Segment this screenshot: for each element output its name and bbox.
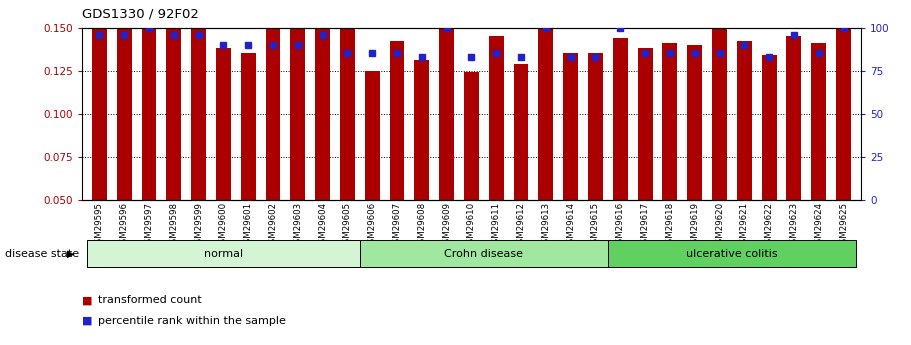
Bar (786, 36, 802, 200)
Text: GSM29600: GSM29600 (219, 202, 228, 249)
Bar (191, 0, 206, 200)
Text: GDS1330 / 92F02: GDS1330 / 92F02 (82, 8, 199, 21)
Text: GSM29624: GSM29624 (814, 202, 824, 249)
Text: GSM29602: GSM29602 (269, 202, 278, 249)
Text: GSM29621: GSM29621 (740, 202, 749, 249)
Bar (415, 60, 429, 200)
Text: GSM29609: GSM29609 (442, 202, 451, 249)
Bar (390, 41, 404, 200)
Bar (216, 48, 230, 200)
Text: GSM29620: GSM29620 (715, 202, 724, 249)
Text: ■: ■ (82, 316, 96, 326)
Text: transformed count: transformed count (98, 295, 202, 305)
Text: GSM29611: GSM29611 (492, 202, 501, 249)
Bar (489, 36, 504, 200)
Bar (315, 0, 330, 200)
Text: ulcerative colitis: ulcerative colitis (686, 249, 778, 258)
Text: GSM29622: GSM29622 (764, 202, 773, 249)
Text: GSM29619: GSM29619 (691, 202, 700, 249)
Bar (762, 55, 776, 200)
Text: normal: normal (204, 249, 243, 258)
Text: GSM29606: GSM29606 (368, 202, 377, 249)
Text: GSM29614: GSM29614 (566, 202, 575, 249)
Text: ■: ■ (82, 295, 96, 305)
Bar (241, 53, 256, 200)
Text: disease state: disease state (5, 249, 78, 258)
Bar (638, 48, 652, 200)
Text: GSM29596: GSM29596 (119, 202, 128, 249)
Text: GSM29615: GSM29615 (591, 202, 600, 249)
Text: GSM29617: GSM29617 (640, 202, 650, 249)
Bar (588, 53, 603, 200)
Text: GSM29625: GSM29625 (839, 202, 848, 249)
Text: ▶: ▶ (67, 249, 75, 258)
Bar (291, 26, 305, 200)
Bar (167, 14, 181, 200)
Bar (712, 22, 727, 200)
Text: GSM29623: GSM29623 (790, 202, 798, 249)
Bar (514, 64, 528, 200)
Bar (117, 28, 131, 200)
Text: GSM29610: GSM29610 (467, 202, 476, 249)
Bar (340, 0, 355, 200)
Bar (836, 28, 851, 200)
Text: GSM29605: GSM29605 (343, 202, 352, 249)
Bar (464, 72, 479, 200)
Text: GSM29598: GSM29598 (169, 202, 179, 249)
Bar (737, 41, 752, 200)
Bar (812, 43, 826, 200)
Bar (662, 43, 678, 200)
Text: GSM29603: GSM29603 (293, 202, 302, 249)
Bar (364, 71, 380, 200)
Bar (265, 28, 281, 200)
Bar (360, 240, 608, 267)
Text: GSM29601: GSM29601 (243, 202, 252, 249)
Bar (141, 0, 157, 200)
Text: GSM29595: GSM29595 (95, 202, 104, 249)
Text: GSM29613: GSM29613 (541, 202, 550, 249)
Bar (92, 5, 107, 200)
Text: GSM29618: GSM29618 (665, 202, 674, 249)
Text: GSM29612: GSM29612 (517, 202, 526, 249)
Bar (563, 53, 578, 200)
Text: GSM29604: GSM29604 (318, 202, 327, 249)
Text: Crohn disease: Crohn disease (445, 249, 523, 258)
Bar (687, 45, 702, 200)
Bar (608, 240, 856, 267)
Text: percentile rank within the sample: percentile rank within the sample (98, 316, 286, 326)
Text: GSM29607: GSM29607 (393, 202, 402, 249)
Text: GSM29597: GSM29597 (145, 202, 153, 249)
Text: GSM29608: GSM29608 (417, 202, 426, 249)
Bar (538, 28, 553, 200)
Text: GSM29599: GSM29599 (194, 202, 203, 249)
Bar (87, 240, 360, 267)
Bar (439, 26, 454, 200)
Text: GSM29616: GSM29616 (616, 202, 625, 249)
Bar (613, 38, 628, 200)
